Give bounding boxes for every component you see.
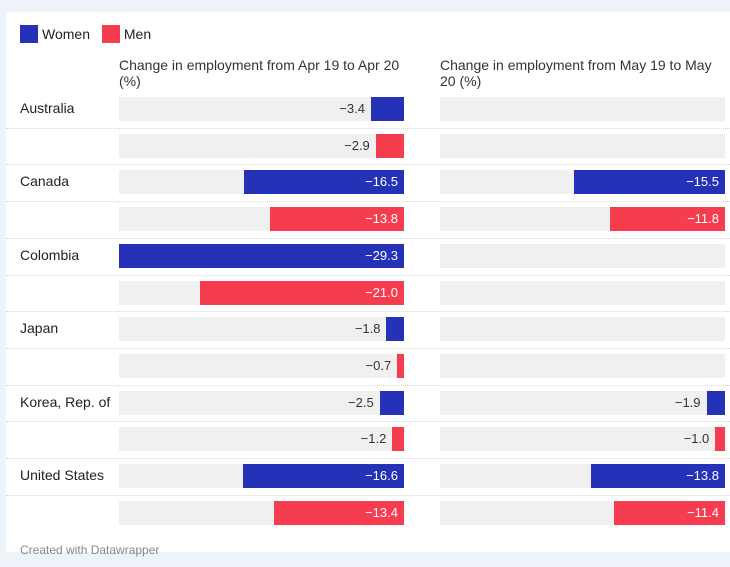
- legend-swatch-women: [20, 25, 38, 43]
- row-separator: [6, 311, 730, 313]
- bar-men: [614, 500, 725, 525]
- bar-men: [392, 427, 404, 452]
- bar-value-label: −15.5: [686, 174, 719, 190]
- bar-women: [379, 390, 404, 415]
- bar-value-label: −11.4: [687, 504, 719, 520]
- bar-value-label: −21.0: [365, 284, 398, 300]
- country-label: Canada: [20, 173, 70, 190]
- bar-women: [243, 170, 404, 195]
- bar-value-label: −3.4: [339, 101, 365, 116]
- bar-value-label: −2.5: [348, 394, 374, 410]
- bar-value-label: −1.0: [683, 431, 710, 447]
- bar-track: [440, 133, 725, 158]
- bar-value-label: −16.6: [365, 468, 398, 483]
- bar-men: [715, 427, 725, 452]
- legend-label-men: Men: [123, 26, 152, 42]
- legend-swatch-men: [101, 25, 120, 43]
- bar-women: [386, 317, 404, 342]
- bar-track: [440, 390, 725, 415]
- legend-item-women: Women: [20, 25, 90, 43]
- bar-track: [440, 97, 725, 121]
- bar-men: [273, 500, 404, 525]
- panel-title-may: Change in employment from May 19 to May …: [440, 57, 712, 89]
- row-separator-inner: [6, 127, 730, 129]
- bar-track: [119, 317, 404, 342]
- bar-women: [242, 464, 404, 488]
- footer-credit: Created with Datawrapper: [20, 543, 160, 557]
- bar-track: [119, 427, 404, 452]
- bar-value-label: −13.8: [365, 211, 398, 227]
- country-label: Japan: [20, 320, 59, 337]
- row-separator-inner: [6, 494, 730, 496]
- bar-track: [119, 133, 404, 158]
- bar-men: [397, 353, 404, 378]
- bar-value-label: −29.3: [365, 247, 398, 263]
- bar-men: [199, 280, 404, 305]
- row-separator: [6, 237, 730, 239]
- bar-women: [370, 97, 404, 121]
- bar-value-label: −1.8: [354, 321, 381, 337]
- bar-value-label: −13.8: [686, 468, 719, 483]
- bar-value-label: −1.2: [360, 431, 387, 447]
- bar-track: [440, 353, 725, 378]
- row-separator: [6, 458, 730, 459]
- bar-track: [119, 97, 404, 121]
- row-separator-inner: [6, 347, 730, 349]
- bar-track: [440, 427, 725, 452]
- bar-women: [706, 390, 725, 415]
- bar-track: [440, 280, 725, 305]
- bar-women: [574, 170, 725, 195]
- country-label: United States: [20, 467, 105, 483]
- bar-men: [269, 207, 404, 232]
- bar-track: [440, 317, 725, 342]
- bar-men: [610, 207, 725, 232]
- bar-value-label: −2.9: [344, 137, 370, 153]
- bar-value-label: −13.4: [365, 504, 398, 520]
- legend-item-men: Men: [101, 25, 152, 43]
- bar-value-label: −0.7: [365, 357, 392, 373]
- bar-track: [119, 390, 404, 415]
- bar-value-label: −16.5: [365, 174, 398, 190]
- row-separator-inner: [6, 274, 730, 276]
- country-label: Australia: [20, 100, 75, 116]
- row-separator: [6, 164, 730, 166]
- row-separator-inner: [6, 421, 730, 423]
- legend-label-women: Women: [42, 26, 90, 42]
- bar-track: [119, 353, 404, 378]
- panel-title-apr: Change in employment from Apr 19 to Apr …: [119, 57, 400, 89]
- bar-men: [375, 133, 404, 158]
- bar-women: [119, 243, 404, 268]
- bar-value-label: −11.8: [687, 211, 719, 227]
- country-label: Korea, Rep. of: [20, 393, 111, 410]
- bar-women: [590, 464, 725, 488]
- bar-track: [440, 243, 725, 268]
- row-separator: [6, 384, 730, 386]
- bar-value-label: −1.9: [674, 394, 701, 410]
- country-label: Colombia: [20, 246, 80, 263]
- row-separator-inner: [6, 201, 730, 203]
- legend: Women Men: [20, 25, 159, 43]
